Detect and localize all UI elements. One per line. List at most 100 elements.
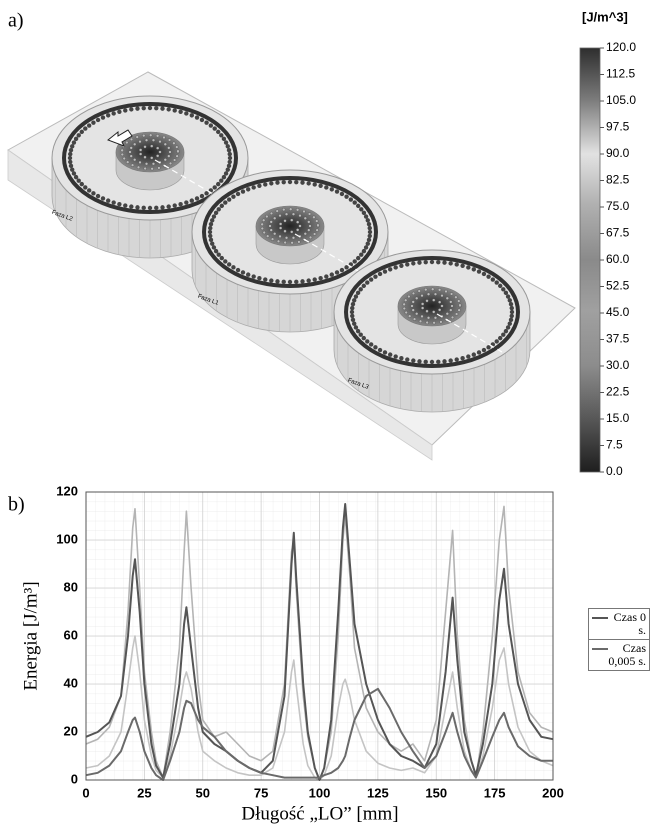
conductor (377, 347, 383, 353)
core-strand (432, 298, 436, 302)
conductor (73, 136, 79, 142)
x-tick-label: 175 (484, 785, 506, 800)
x-axis-label: Długość „LO” [mm] (241, 803, 398, 824)
conductor (318, 183, 323, 189)
conductor (429, 359, 435, 365)
conductor (235, 191, 241, 197)
conductor (117, 109, 122, 115)
conductor (111, 111, 116, 116)
core-strand (425, 320, 429, 325)
colorbar-tick-label: 37.5 (606, 332, 630, 346)
conductor (83, 126, 88, 131)
x-tick-label: 150 (425, 785, 447, 800)
core-strand (440, 294, 444, 298)
conductor (76, 178, 81, 183)
conductor (73, 174, 79, 180)
core-strand (290, 241, 294, 245)
core-strand (303, 232, 307, 236)
x-tick-label: 50 (196, 785, 210, 800)
conductor (184, 111, 189, 116)
legend: Czas 0 s. Czas 0,005 s. (588, 608, 650, 671)
core-strand (279, 222, 283, 226)
conductor (129, 107, 134, 112)
conductor (365, 339, 370, 344)
core-strand (133, 142, 137, 146)
conductor (442, 260, 447, 265)
conductor (350, 313, 355, 319)
colorbar-tick-label: 7.5 (606, 438, 623, 452)
core-strand (307, 220, 311, 224)
legend-label: Czas 0,005 s. (608, 641, 646, 668)
conductor (281, 279, 286, 285)
core-strand (126, 160, 130, 164)
conductor (208, 233, 213, 239)
conductor (436, 259, 441, 265)
conductor (83, 185, 88, 190)
conductor (246, 187, 251, 192)
conductor (476, 269, 482, 274)
x-tick-label: 125 (367, 785, 389, 800)
conductor (86, 123, 92, 128)
conductor (79, 181, 84, 187)
conductor (223, 259, 228, 264)
conductor (246, 272, 251, 277)
conductor (135, 205, 140, 210)
conductor (476, 350, 482, 355)
conductor (471, 267, 476, 272)
core-strand (432, 310, 436, 314)
conductor (95, 193, 101, 199)
conductor (349, 309, 355, 315)
core-strand (284, 236, 289, 240)
conductor (160, 106, 165, 111)
core-strand (418, 319, 423, 323)
conductor (287, 179, 293, 185)
conductor (373, 274, 378, 279)
conductor (366, 237, 372, 243)
core-strand (303, 216, 307, 220)
conductor (334, 270, 340, 275)
colorbar-tick-label: 120.0 (606, 40, 636, 54)
axis-line (436, 313, 503, 353)
conductor (117, 201, 122, 207)
conductor (393, 354, 398, 359)
core-strand (260, 226, 264, 231)
conductor (508, 301, 514, 307)
core-strand (433, 292, 438, 296)
core-strand (167, 146, 171, 150)
conductor (223, 200, 228, 205)
core-strand (313, 232, 317, 236)
axis-line (154, 159, 221, 199)
conductor (227, 155, 233, 161)
core-strand (426, 316, 431, 320)
conductor (221, 174, 227, 180)
conductor (348, 197, 354, 202)
conductor (147, 205, 153, 211)
conductor (318, 275, 323, 281)
conductor (225, 167, 230, 172)
colorbar-tick-label: 45.0 (606, 305, 630, 319)
core-strand (143, 145, 147, 149)
core-strand (144, 162, 149, 166)
core-strand (142, 134, 146, 138)
outer-ring (62, 102, 238, 214)
conductor (353, 325, 359, 330)
conductor (231, 265, 236, 270)
arrow-icon (107, 129, 133, 147)
conductor (399, 355, 404, 361)
conductor (361, 335, 366, 341)
conductor (382, 350, 388, 355)
conductor (363, 214, 369, 219)
core-strand (176, 149, 180, 153)
conductor (501, 287, 506, 292)
conductor (68, 163, 74, 169)
conductor (423, 259, 428, 265)
conductor (172, 203, 177, 208)
core-strand (269, 211, 274, 215)
legend-label: Czas 0 s. (613, 610, 646, 637)
core-strand (282, 208, 286, 212)
conductor (275, 180, 280, 185)
conductor (361, 210, 367, 216)
y-axis-label: Energia [J/m³] (20, 581, 41, 690)
conductor (199, 193, 205, 199)
